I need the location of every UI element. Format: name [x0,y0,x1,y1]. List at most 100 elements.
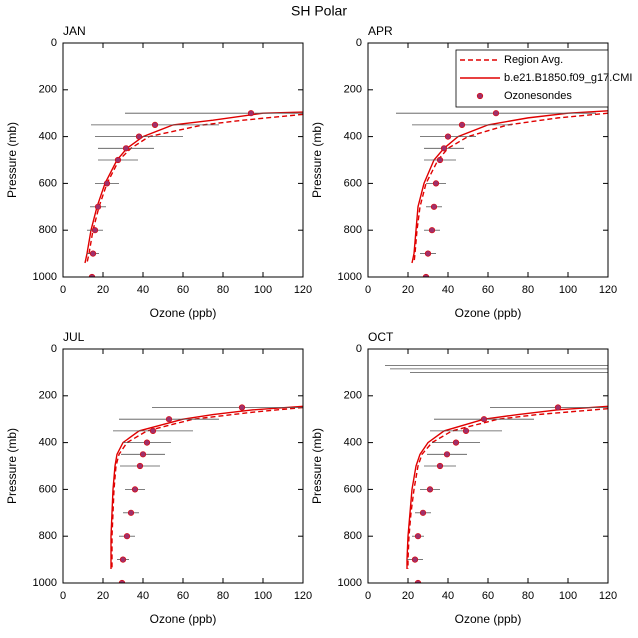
x-tick-label: 40 [137,590,149,602]
plot-frame [62,42,304,278]
x-axis-label: Ozone (ppb) [150,306,217,320]
panel-title: OCT [368,330,394,344]
x-tick-label: 0 [60,284,66,296]
x-tick-label: 0 [365,590,371,602]
ozonesonde-point [480,416,488,423]
ozonesonde-point [136,462,144,470]
ozonesonde-point [452,439,460,446]
y-tick-label: 400 [344,131,362,143]
ozonesonde-point [554,404,562,411]
ozonesonde-point [436,462,444,470]
y-tick-label: 800 [39,530,57,542]
x-tick-label: 40 [442,590,454,602]
ozonesonde-point [165,416,173,423]
y-tick-label: 800 [344,530,362,542]
ozonesonde-point [135,133,143,140]
x-axis-label: Ozone (ppb) [455,306,522,320]
profile-line [406,405,608,569]
ozonesonde-point [88,273,96,277]
x-tick-label: 20 [402,284,414,296]
ozonesonde-point [440,145,448,152]
x-tick-label: 100 [254,284,272,296]
panel-title: JAN [63,24,86,38]
y-tick-label: 600 [344,483,362,495]
x-tick-label: 120 [294,590,312,602]
ozonesonde-point [419,509,427,516]
y-tick-label: 400 [344,437,362,449]
ozonesonde-point [89,250,97,257]
x-tick-label: 80 [522,590,534,602]
profile-line [111,406,303,569]
plot-area [110,404,303,583]
ozonesonde-point [432,180,440,187]
ozonesonde-point [414,533,422,540]
ozonesonde-point [238,404,246,411]
ozonesonde-point [424,250,432,257]
y-tick-label: 0 [51,37,57,49]
ozonesonde-point [118,579,126,583]
plot-area [396,110,608,277]
x-tick-label: 60 [482,284,494,296]
y-tick-label: 800 [344,224,362,236]
profile-line [110,405,303,569]
x-tick-label: 80 [522,284,534,296]
x-axis-label: Ozone (ppb) [150,612,217,626]
ozonesonde-point [492,110,500,117]
y-axis-label: Pressure (mb) [5,122,19,198]
y-tick-label: 0 [356,343,362,355]
panel-title: JUL [63,330,85,344]
y-tick-label: 200 [344,390,362,402]
plot-area [385,364,608,583]
plot-area [84,110,303,277]
x-tick-label: 40 [442,284,454,296]
y-tick-label: 800 [39,224,57,236]
y-tick-label: 200 [39,84,57,96]
y-tick-label: 200 [39,390,57,402]
legend-label: b.e21.B1850.f09_g17.CMI [504,72,632,84]
ozonesonde-point [119,556,127,563]
ozonesonde-point [114,156,122,164]
ozonesonde-point [428,227,436,234]
ozonesonde-point [436,156,444,164]
ozonesonde-point [247,110,255,117]
ozonesonde-point [458,121,466,128]
y-tick-label: 1000 [338,271,362,283]
y-tick-label: 0 [51,343,57,355]
y-tick-label: 400 [39,131,57,143]
profile-line [411,110,608,264]
ozonesonde-point [411,556,419,563]
profile-line [413,112,608,264]
ozonesonde-point [94,203,102,210]
ozonesonde-point [443,451,451,458]
y-tick-label: 0 [356,37,362,49]
ozonesonde-point [103,180,111,187]
x-tick-label: 120 [599,284,617,296]
figure-title: SH Polar [291,3,347,19]
y-axis-label: Pressure (mb) [310,122,324,198]
x-tick-label: 0 [60,590,66,602]
x-tick-label: 60 [482,590,494,602]
ozonesonde-point [91,227,99,234]
y-tick-label: 200 [344,84,362,96]
ozonesonde-point [422,273,430,277]
panel-title: APR [368,24,393,38]
legend-label: Ozonesondes [504,90,572,102]
profile-line [84,111,303,264]
x-tick-label: 120 [599,590,617,602]
ozonesonde-point [127,509,135,516]
ozonesonde-point [444,133,452,140]
plot-frame [367,348,609,584]
x-tick-label: 80 [217,284,229,296]
y-tick-label: 600 [39,177,57,189]
ozonesonde-point [462,427,470,435]
x-tick-label: 80 [217,590,229,602]
ozonesonde-point [414,579,422,583]
x-tick-label: 20 [402,590,414,602]
ozonesonde-point [131,486,139,493]
x-tick-label: 0 [365,284,371,296]
ozonesonde-point [151,121,159,128]
plot-frame [367,42,609,278]
x-tick-label: 40 [137,284,149,296]
ozonesonde-point [122,145,130,152]
